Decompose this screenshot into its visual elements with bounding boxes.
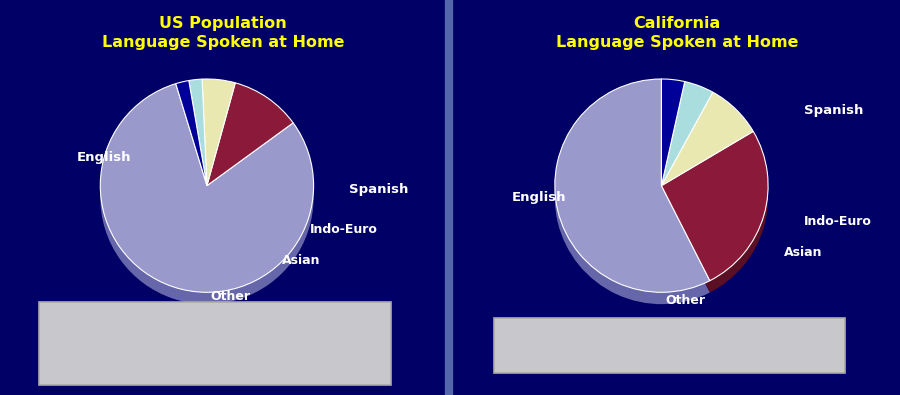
FancyBboxPatch shape	[39, 302, 391, 385]
Wedge shape	[189, 91, 207, 198]
Wedge shape	[662, 79, 685, 186]
Wedge shape	[662, 91, 685, 198]
Wedge shape	[662, 94, 713, 198]
Text: 19.7% of the US Population speaks a
language other than English at home: 19.7% of the US Population speaks a lang…	[57, 328, 277, 359]
Text: Asian: Asian	[282, 254, 320, 267]
Text: Other: Other	[211, 290, 250, 303]
Wedge shape	[176, 92, 207, 198]
Text: Asian: Asian	[784, 246, 823, 259]
Wedge shape	[176, 81, 207, 186]
Wedge shape	[662, 92, 753, 186]
Wedge shape	[202, 79, 235, 186]
Wedge shape	[662, 143, 768, 293]
Text: Spanish: Spanish	[349, 183, 409, 196]
Wedge shape	[100, 84, 313, 292]
Text: US Population
Language Spoken at Home: US Population Language Spoken at Home	[102, 16, 344, 50]
Wedge shape	[207, 83, 293, 186]
Wedge shape	[662, 82, 713, 186]
Wedge shape	[207, 95, 293, 198]
Wedge shape	[662, 104, 753, 198]
Text: Indo-Euro: Indo-Euro	[310, 223, 377, 235]
Text: English: English	[76, 152, 131, 164]
Text: Other: Other	[665, 294, 706, 307]
Text: English: English	[511, 191, 566, 204]
Text: Spanish: Spanish	[804, 104, 863, 117]
Wedge shape	[662, 132, 768, 281]
Text: In California, this number is 42.5%: In California, this number is 42.5%	[569, 339, 786, 352]
FancyBboxPatch shape	[493, 318, 845, 373]
Text: Indo-Euro: Indo-Euro	[804, 215, 871, 228]
Wedge shape	[554, 79, 710, 292]
Wedge shape	[554, 91, 710, 304]
Wedge shape	[202, 91, 235, 198]
Text: California
Language Spoken at Home: California Language Spoken at Home	[556, 16, 798, 50]
Wedge shape	[189, 79, 207, 186]
Wedge shape	[100, 96, 313, 304]
